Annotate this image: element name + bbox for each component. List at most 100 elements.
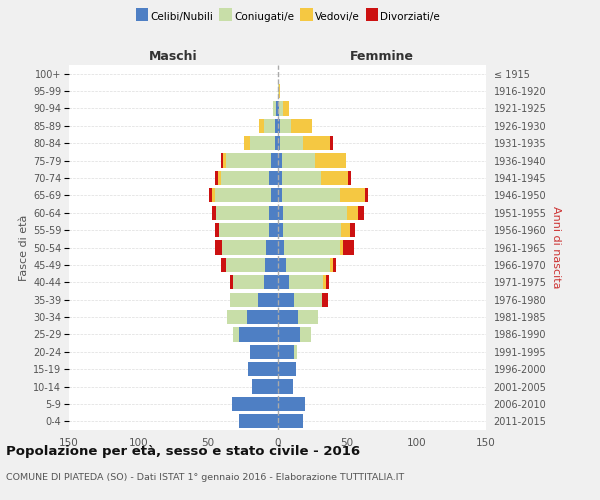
Bar [277,154,281,168]
Bar [263,118,275,133]
Bar [277,223,283,237]
Bar [232,397,277,411]
Bar [277,188,281,202]
Bar [283,223,341,237]
Bar [281,154,315,168]
Bar [277,136,280,150]
Bar [302,136,331,150]
Bar [274,102,276,116]
Bar [365,188,368,202]
Bar [277,414,302,428]
Bar [265,258,277,272]
Bar [250,344,277,359]
Bar [223,154,226,168]
Bar [280,136,302,150]
Bar [292,118,312,133]
Bar [277,310,298,324]
Bar [226,258,265,272]
Bar [239,328,277,342]
Bar [281,171,320,185]
Bar [215,171,218,185]
Bar [233,275,263,289]
Bar [221,258,226,272]
Bar [294,292,322,307]
Bar [322,292,328,307]
Bar [358,206,364,220]
Bar [221,171,269,185]
Bar [333,258,336,272]
Bar [300,328,311,342]
Bar [230,292,258,307]
Bar [347,206,358,220]
Bar [326,275,329,289]
Bar [277,344,294,359]
Bar [247,310,277,324]
Text: Popolazione per età, sesso e stato civile - 2016: Popolazione per età, sesso e stato civil… [6,445,360,458]
Bar [222,240,266,254]
Bar [277,275,289,289]
Bar [258,292,277,307]
Bar [275,136,277,150]
Bar [226,154,271,168]
Bar [340,240,343,254]
Text: Femmine: Femmine [350,50,414,64]
Bar [340,188,365,202]
Bar [283,206,347,220]
Bar [277,397,305,411]
Text: Maschi: Maschi [149,50,197,64]
Bar [343,240,354,254]
Bar [341,223,350,237]
Bar [279,102,283,116]
Bar [277,84,279,98]
Bar [259,118,263,133]
Bar [298,310,318,324]
Bar [215,188,271,202]
Bar [277,118,280,133]
Bar [331,258,333,272]
Bar [266,240,277,254]
Bar [277,328,300,342]
Bar [289,275,323,289]
Bar [221,154,223,168]
Legend: Celibi/Nubili, Coniugati/e, Vedovi/e, Divorziati/e: Celibi/Nubili, Coniugati/e, Vedovi/e, Di… [131,8,445,26]
Y-axis label: Anni di nascita: Anni di nascita [551,206,560,289]
Bar [277,292,294,307]
Bar [239,414,277,428]
Bar [218,171,221,185]
Text: COMUNE DI PIATEDA (SO) - Dati ISTAT 1° gennaio 2016 - Elaborazione TUTTITALIA.IT: COMUNE DI PIATEDA (SO) - Dati ISTAT 1° g… [6,473,404,482]
Bar [276,102,277,116]
Bar [217,206,269,220]
Bar [269,223,277,237]
Bar [277,380,293,394]
Bar [286,258,331,272]
Bar [253,380,277,394]
Bar [277,362,296,376]
Bar [269,171,277,185]
Bar [230,275,233,289]
Bar [350,223,355,237]
Bar [349,171,351,185]
Bar [212,188,215,202]
Bar [331,136,333,150]
Bar [277,240,284,254]
Bar [227,310,247,324]
Bar [215,240,222,254]
Bar [275,118,277,133]
Bar [284,240,340,254]
Bar [320,171,349,185]
Bar [281,188,340,202]
Bar [248,362,277,376]
Bar [271,154,277,168]
Y-axis label: Fasce di età: Fasce di età [19,214,29,280]
Bar [269,206,277,220]
Bar [271,188,277,202]
Bar [233,328,239,342]
Bar [277,258,286,272]
Bar [250,136,275,150]
Bar [280,118,292,133]
Bar [277,102,279,116]
Bar [294,344,297,359]
Bar [215,223,219,237]
Bar [277,171,281,185]
Bar [209,188,212,202]
